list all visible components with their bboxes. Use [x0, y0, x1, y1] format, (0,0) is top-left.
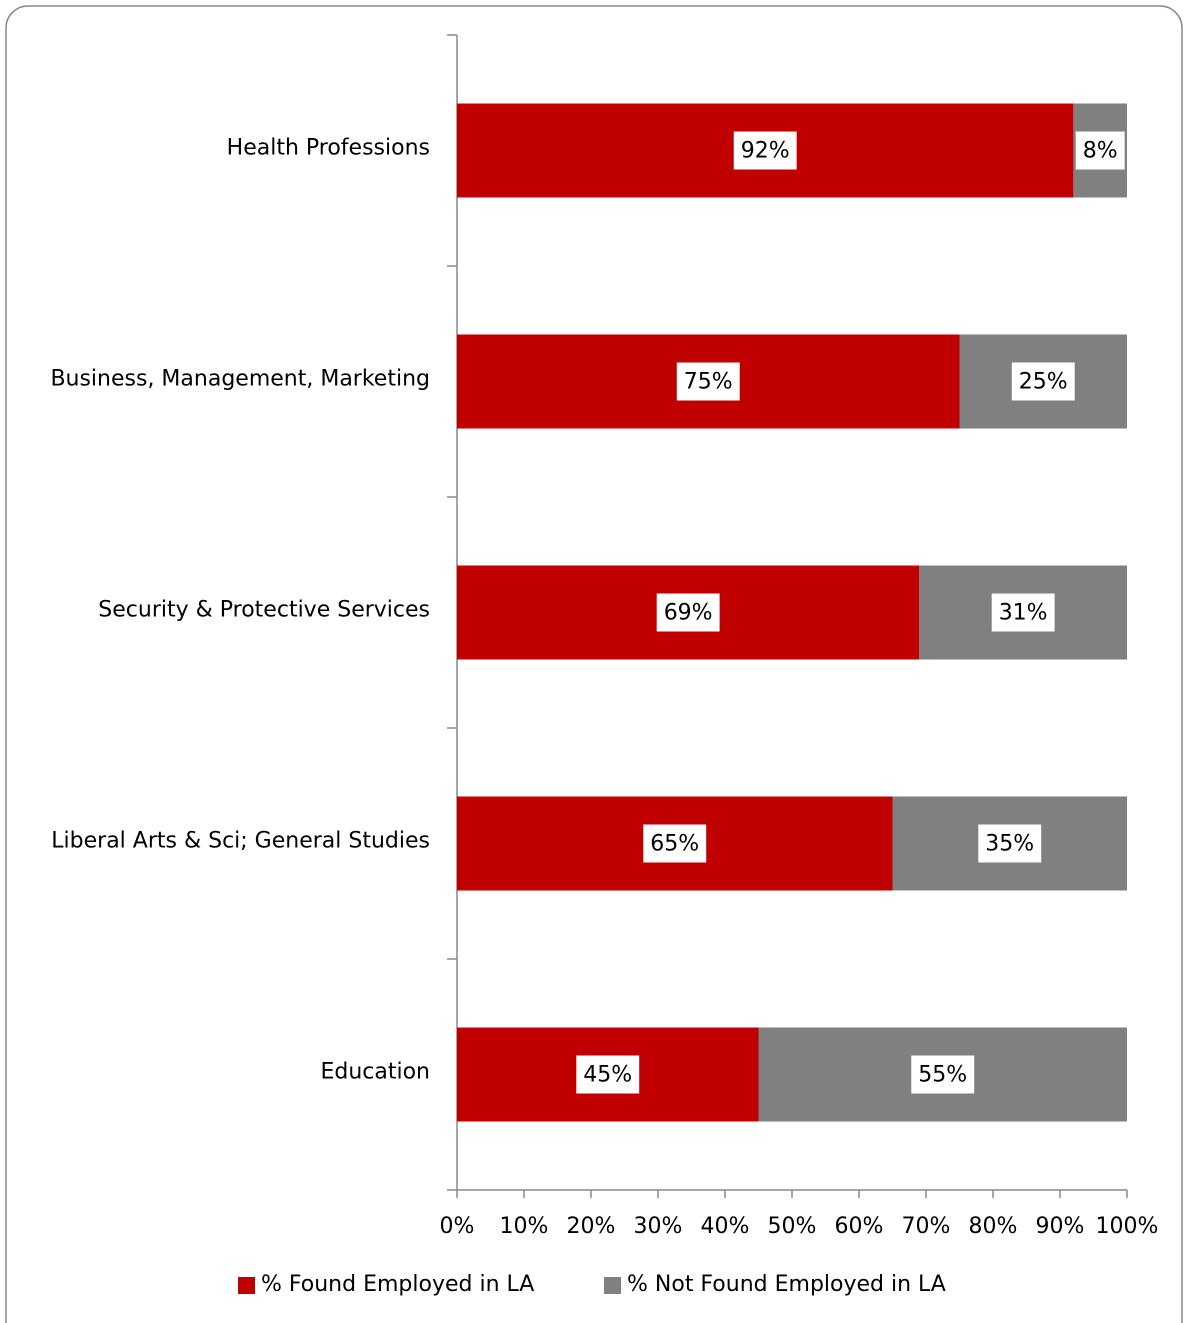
value-label: 92% — [741, 139, 790, 164]
x-tick-label: 60% — [835, 1214, 884, 1239]
y-tick-label: Security & Protective Services — [98, 598, 430, 623]
value-label: 8% — [1083, 139, 1118, 164]
x-tick-label: 100% — [1096, 1214, 1159, 1239]
value-label-box — [978, 824, 1042, 863]
value-label: 25% — [1019, 370, 1068, 395]
value-label: 75% — [684, 370, 733, 395]
x-tick-label: 40% — [701, 1214, 750, 1239]
value-label-box — [911, 1055, 975, 1094]
y-tick-label: Business, Management, Marketing — [50, 367, 430, 392]
value-label: 45% — [583, 1063, 632, 1088]
value-label-box — [991, 593, 1055, 632]
x-tick-label: 20% — [567, 1214, 616, 1239]
chart-frame — [5, 5, 1183, 1323]
value-label: 55% — [918, 1063, 967, 1088]
x-tick-label: 80% — [969, 1214, 1018, 1239]
legend-swatch — [238, 1277, 255, 1294]
value-label-box — [733, 131, 797, 170]
x-tick-label: 50% — [768, 1214, 817, 1239]
value-label-box — [643, 824, 707, 863]
y-tick-label: Liberal Arts & Sci; General Studies — [51, 829, 430, 854]
x-tick-label: 10% — [500, 1214, 549, 1239]
value-label-box — [656, 593, 720, 632]
x-tick-label: 90% — [1036, 1214, 1085, 1239]
x-tick-label: 70% — [902, 1214, 951, 1239]
value-label: 31% — [999, 601, 1048, 626]
value-label: 69% — [664, 601, 713, 626]
value-label-box — [576, 1055, 640, 1094]
legend-label: % Not Found Employed in LA — [627, 1272, 946, 1297]
legend-swatch — [604, 1277, 621, 1294]
value-label-box — [1011, 362, 1075, 401]
value-label-box — [1075, 131, 1125, 170]
value-label: 35% — [985, 832, 1034, 857]
x-tick-label: 30% — [634, 1214, 683, 1239]
legend-label: % Found Employed in LA — [261, 1272, 534, 1297]
value-label: 65% — [650, 832, 699, 857]
y-tick-label: Health Professions — [227, 136, 430, 161]
value-label-box — [676, 362, 740, 401]
x-tick-label: 0% — [440, 1214, 475, 1239]
y-tick-label: Education — [320, 1060, 430, 1085]
